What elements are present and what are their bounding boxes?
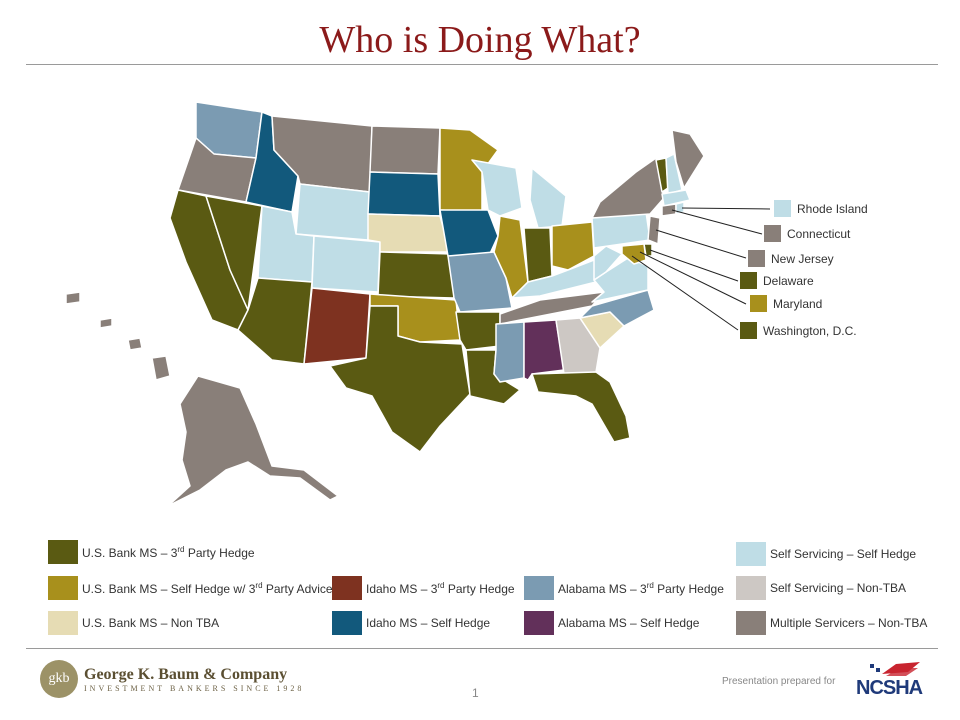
state-arkansas [455, 311, 501, 351]
legend-swatch [524, 611, 554, 635]
callout-delaware: Delaware [740, 272, 814, 289]
legend-item-idaho-self-hedge: Idaho MS – Self Hedge [332, 611, 490, 635]
legend-label: Self Servicing – Self Hedge [770, 547, 917, 561]
state-new-jersey [647, 215, 661, 245]
callout-connecticut: Connecticut [764, 225, 850, 242]
legend-item-usbank-3rd-party: U.S. Bank MS – 3rd Party Hedge [48, 540, 255, 564]
gkb-logo: gkb George K. Baum & Company INVESTMENT … [40, 660, 304, 698]
legend-item-usbank-self-hedge: U.S. Bank MS – Self Hedge w/ 3rd Party A… [48, 576, 333, 600]
prepared-for-text: Presentation prepared for [722, 676, 836, 687]
state-kansas [377, 251, 455, 299]
leader-delaware [649, 249, 739, 282]
callout-washington-dc: Washington, D.C. [740, 322, 857, 339]
page-title: Who is Doing What? [319, 19, 641, 61]
state-alaska [167, 375, 339, 507]
state-new-mexico [303, 287, 371, 365]
company-tagline: INVESTMENT BANKERS SINCE 1928 [84, 683, 305, 693]
page-number: 1 [472, 686, 479, 700]
legend-label: U.S. Bank MS – Non TBA [82, 616, 220, 630]
state-massachusetts [661, 189, 691, 207]
legend-label: Self Servicing – Non-TBA [770, 581, 907, 595]
leader-washington-dc [631, 255, 739, 331]
callout-swatch [774, 200, 791, 217]
leader-new-jersey [655, 229, 747, 259]
state-wyoming [295, 183, 371, 241]
legend-item-self-servicing-self-hedge: Self Servicing – Self Hedge [736, 542, 916, 566]
state-hawaii-big [151, 355, 171, 381]
callout-swatch [750, 295, 767, 312]
callout-label: Delaware [763, 273, 814, 288]
legend-label: Alabama MS – 3rd Party Hedge [558, 580, 724, 596]
state-new-york [591, 157, 665, 219]
state-north-dakota [369, 125, 441, 175]
state-hawaii-maui [127, 337, 143, 351]
state-south-dakota [367, 171, 441, 217]
footer-divider [26, 648, 938, 649]
legend-swatch [48, 576, 78, 600]
state-iowa [439, 209, 499, 259]
legend-item-alabama-self-hedge: Alabama MS – Self Hedge [524, 611, 699, 635]
state-virginia [591, 257, 649, 303]
callout-label: Washington, D.C. [763, 323, 857, 338]
callout-label: Maryland [773, 296, 823, 311]
state-mississippi [493, 321, 525, 383]
callout-swatch [764, 225, 781, 242]
legend-label: Alabama MS – Self Hedge [558, 616, 700, 630]
state-ohio [551, 221, 595, 271]
legend-item-idaho-3rd-party: Idaho MS – 3rd Party Hedge [332, 576, 515, 600]
legend-swatch [736, 542, 766, 566]
legend-swatch [332, 576, 362, 600]
legend-label: U.S. Bank MS – Self Hedge w/ 3rd Party A… [82, 580, 333, 596]
gkb-logo-mark: gkb [40, 660, 78, 698]
legend-label: U.S. Bank MS – 3rd Party Hedge [82, 544, 255, 560]
callout-rhode-island: Rhode Island [774, 200, 868, 217]
legend-swatch [736, 611, 766, 635]
legend-swatch [48, 611, 78, 635]
state-florida [531, 371, 631, 443]
legend-label: Multiple Servicers – Non-TBA [770, 616, 928, 630]
state-michigan [529, 167, 567, 229]
callout-maryland: Maryland [750, 295, 822, 312]
legend-label: Idaho MS – 3rd Party Hedge [366, 580, 515, 596]
callout-label: Rhode Island [797, 201, 868, 216]
legend-swatch [332, 611, 362, 635]
callout-new-jersey: New Jersey [748, 250, 834, 267]
callout-label: New Jersey [771, 251, 834, 266]
leader-rhode-island [681, 207, 771, 210]
legend-item-self-servicing-non-tba: Self Servicing – Non-TBA [736, 576, 906, 600]
callout-swatch [740, 322, 757, 339]
ncsha-logo-text: NCSHA [856, 677, 923, 699]
leader-connecticut [671, 209, 763, 235]
state-arizona [237, 277, 313, 365]
callout-swatch [740, 272, 757, 289]
ncsha-flag-icon [870, 662, 920, 676]
state-texas [329, 305, 471, 453]
legend-item-alabama-3rd-party: Alabama MS – 3rd Party Hedge [524, 576, 724, 600]
state-nebraska [367, 213, 451, 253]
legend-swatch [736, 576, 766, 600]
state-hawaii-oahu [99, 317, 113, 329]
state-illinois [493, 215, 529, 299]
legend-swatch [524, 576, 554, 600]
state-colorado [311, 235, 381, 293]
legend-item-multiple-servicers-non-tba: Multiple Servicers – Non-TBA [736, 611, 927, 635]
callout-label: Connecticut [787, 226, 851, 241]
state-kentucky [511, 259, 605, 299]
legend-swatch [48, 540, 78, 564]
legend-item-usbank-non-tba: U.S. Bank MS – Non TBA [48, 611, 219, 635]
company-name: George K. Baum & Company [84, 665, 288, 683]
state-hawaii-kauai [65, 291, 81, 305]
state-indiana [523, 227, 553, 283]
state-maine [671, 129, 705, 189]
callout-swatch [748, 250, 765, 267]
leader-maryland [639, 251, 747, 305]
title-divider [26, 64, 938, 65]
legend-label: Idaho MS – Self Hedge [366, 616, 491, 630]
